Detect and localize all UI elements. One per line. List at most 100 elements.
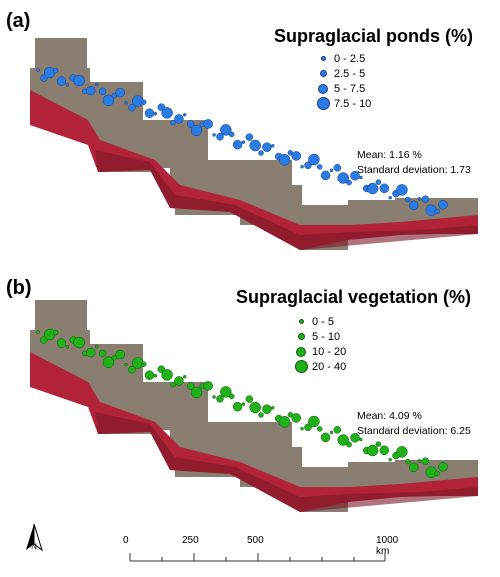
glacier-symbol [359, 175, 363, 180]
glacier-symbol [94, 82, 99, 87]
glacier-symbol [228, 393, 235, 400]
glacier-symbol [366, 444, 379, 457]
glacier-symbol [144, 108, 155, 118]
glacier-symbol [396, 184, 408, 196]
glacier-symbol [366, 182, 379, 195]
glacier-symbol [346, 441, 352, 448]
glacier-symbol [86, 347, 96, 358]
scale-label: 1000 km [376, 535, 399, 557]
glacier-symbol [379, 445, 390, 456]
glacier-symbol [186, 382, 195, 390]
scale-bar: 0 250 500 1000 km [120, 535, 400, 575]
glacier-symbol [203, 381, 213, 391]
glacier-symbol [128, 365, 136, 374]
glacier-symbol [170, 381, 176, 388]
glacier-symbol [212, 133, 216, 137]
glacier-symbol [73, 336, 85, 349]
stats-standard-deviation: Standard deviation: 1.73 [357, 164, 471, 176]
panel-label: (a) [6, 10, 31, 32]
glacier-symbol [102, 356, 115, 369]
north-arrow-icon: N [22, 522, 46, 554]
legend: Supraglacial ponds (%) 0 - 2.5 2.5 - 5 5… [274, 26, 473, 111]
glacier-symbol [140, 99, 147, 105]
glacier-symbol [249, 401, 261, 414]
glacier-symbol [182, 374, 187, 379]
glacier-symbol [190, 124, 203, 137]
glacier-symbol [359, 437, 363, 442]
glacier-symbol [417, 459, 422, 463]
glacier-symbol [291, 151, 302, 161]
map-panel-vegetation: (b) Supraglacial vegetation (%) 0 - 5 5 … [0, 270, 500, 532]
glacier-symbol [73, 74, 85, 87]
glacier-symbol [115, 349, 125, 360]
glacier-symbol [232, 139, 243, 150]
glacier-symbol [161, 369, 173, 381]
legend-title: Supraglacial vegetation (%) [236, 287, 472, 307]
glacier-symbol [65, 83, 70, 87]
legend-item: 20 - 40 [290, 359, 471, 374]
glacier-symbol [153, 112, 158, 116]
glacier-symbol [102, 94, 115, 107]
glacier-symbol [216, 133, 224, 141]
map-panel-ponds: (a) Supraglacial ponds (%) 0 - 2.5 2.5 -… [0, 0, 500, 270]
stats-mean: Mean: 4.09 % [357, 410, 422, 422]
glacier-symbol [278, 154, 291, 166]
glacier-symbol [124, 100, 128, 105]
panel-label: (b) [6, 277, 32, 299]
glacier-symbol [56, 76, 67, 86]
glacier-symbol [182, 112, 187, 117]
legend-item: 10 - 20 [290, 344, 471, 359]
glacier-symbol [128, 103, 136, 112]
glacier-symbol [438, 200, 448, 210]
statistics-text: Mean: 1.16 % Standard deviation: 1.73 [357, 148, 471, 178]
legend-item: 0 - 2.5 [312, 51, 473, 66]
glacier-symbol [65, 345, 70, 349]
glacier-symbol [52, 67, 59, 74]
glacier-symbol [245, 395, 254, 403]
glacier-symbol [421, 457, 430, 465]
glacier-symbol [36, 330, 40, 334]
scale-label: 0 [123, 535, 129, 546]
glacier-symbol [241, 402, 246, 406]
glacier-symbol [320, 170, 331, 181]
glacier-symbol [36, 68, 40, 72]
glacier-symbol [304, 423, 312, 432]
glacier-symbol [329, 430, 334, 435]
glacier-symbol [316, 426, 323, 432]
glacier-symbol [350, 432, 360, 443]
glacier-symbol [278, 416, 291, 428]
legend-title: Supraglacial ponds (%) [274, 26, 474, 46]
glacier-symbol [216, 395, 224, 403]
glacier-symbol [220, 124, 232, 136]
glacier-symbol [408, 200, 419, 211]
north-label: N [31, 542, 37, 551]
glacier-symbol [262, 404, 272, 414]
glacier-symbol [170, 119, 176, 126]
glacier-symbol [417, 197, 422, 201]
glacier-symbol [56, 338, 67, 348]
glacier-symbol [350, 170, 360, 181]
glacier-symbol [320, 432, 331, 443]
scale-label: 500 [247, 535, 264, 546]
glacier-symbol [300, 164, 304, 169]
glacier-symbol [98, 349, 107, 358]
glacier-symbol [271, 144, 275, 148]
mountain-terrain-shade [95, 150, 478, 250]
glacier-symbol [291, 413, 302, 423]
satellite-mosaic-map [30, 300, 478, 512]
glacier-symbol [153, 374, 158, 378]
glacier-symbol [337, 434, 349, 446]
glacier-symbol [405, 458, 411, 465]
glacier-symbol [245, 133, 254, 141]
glacier-symbol [140, 361, 147, 367]
glacier-symbol [43, 66, 56, 79]
glacier-symbol [329, 168, 334, 173]
glacier-symbol [421, 195, 430, 203]
glacier-symbol [308, 153, 320, 166]
statistics-text: Mean: 4.09 % Standard deviation: 6.25 [357, 409, 471, 439]
glacier-symbol [52, 329, 59, 336]
stats-mean: Mean: 1.16 % [357, 149, 422, 161]
glacier-symbol [174, 376, 184, 386]
glacier-symbol [316, 164, 323, 170]
glacier-symbol [438, 462, 448, 472]
